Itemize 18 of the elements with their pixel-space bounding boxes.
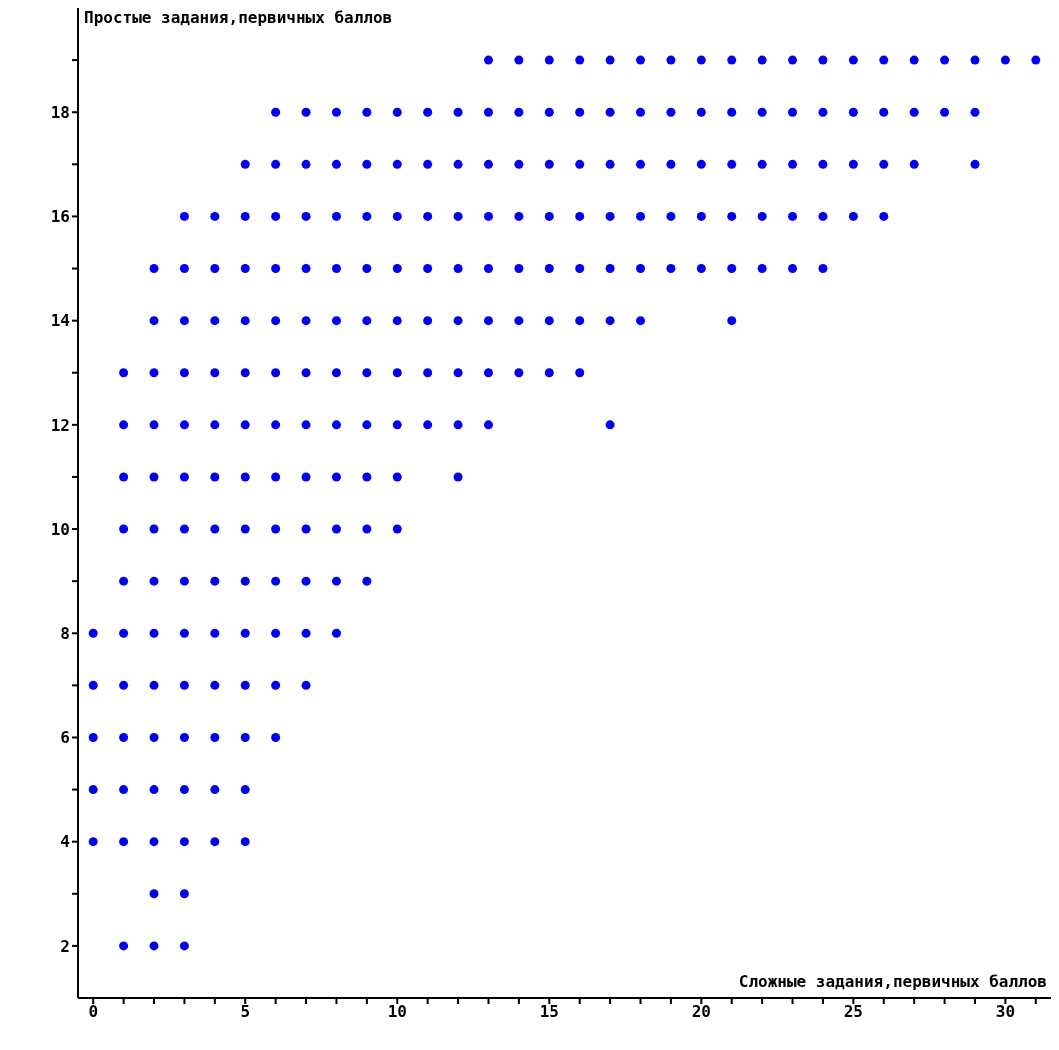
- y-tick-label: 18: [50, 102, 70, 122]
- y-tick-label: 4: [60, 832, 70, 852]
- x-tick-label: 15: [539, 1002, 559, 1022]
- x-tick-label: 30: [995, 1002, 1016, 1022]
- x-tick-label: 5: [240, 1002, 251, 1022]
- y-tick-label: 10: [50, 519, 70, 539]
- y-tick-label: 8: [60, 623, 70, 643]
- x-tick-label: 10: [387, 1002, 407, 1022]
- x-tick-label: 25: [843, 1002, 863, 1022]
- y-tick-label: 12: [50, 415, 70, 435]
- y-tick-label: 6: [60, 728, 70, 748]
- y-tick-label: 16: [50, 207, 70, 227]
- x-axis-title: Сложные задания,первичных баллов: [738, 972, 1047, 991]
- y-axis-title: Простые задания,первичных баллов: [84, 8, 393, 27]
- x-tick-label: 0: [88, 1002, 99, 1022]
- y-tick-label: 2: [60, 936, 70, 956]
- x-tick-label: 20: [691, 1002, 711, 1022]
- y-tick-label: 14: [50, 311, 70, 331]
